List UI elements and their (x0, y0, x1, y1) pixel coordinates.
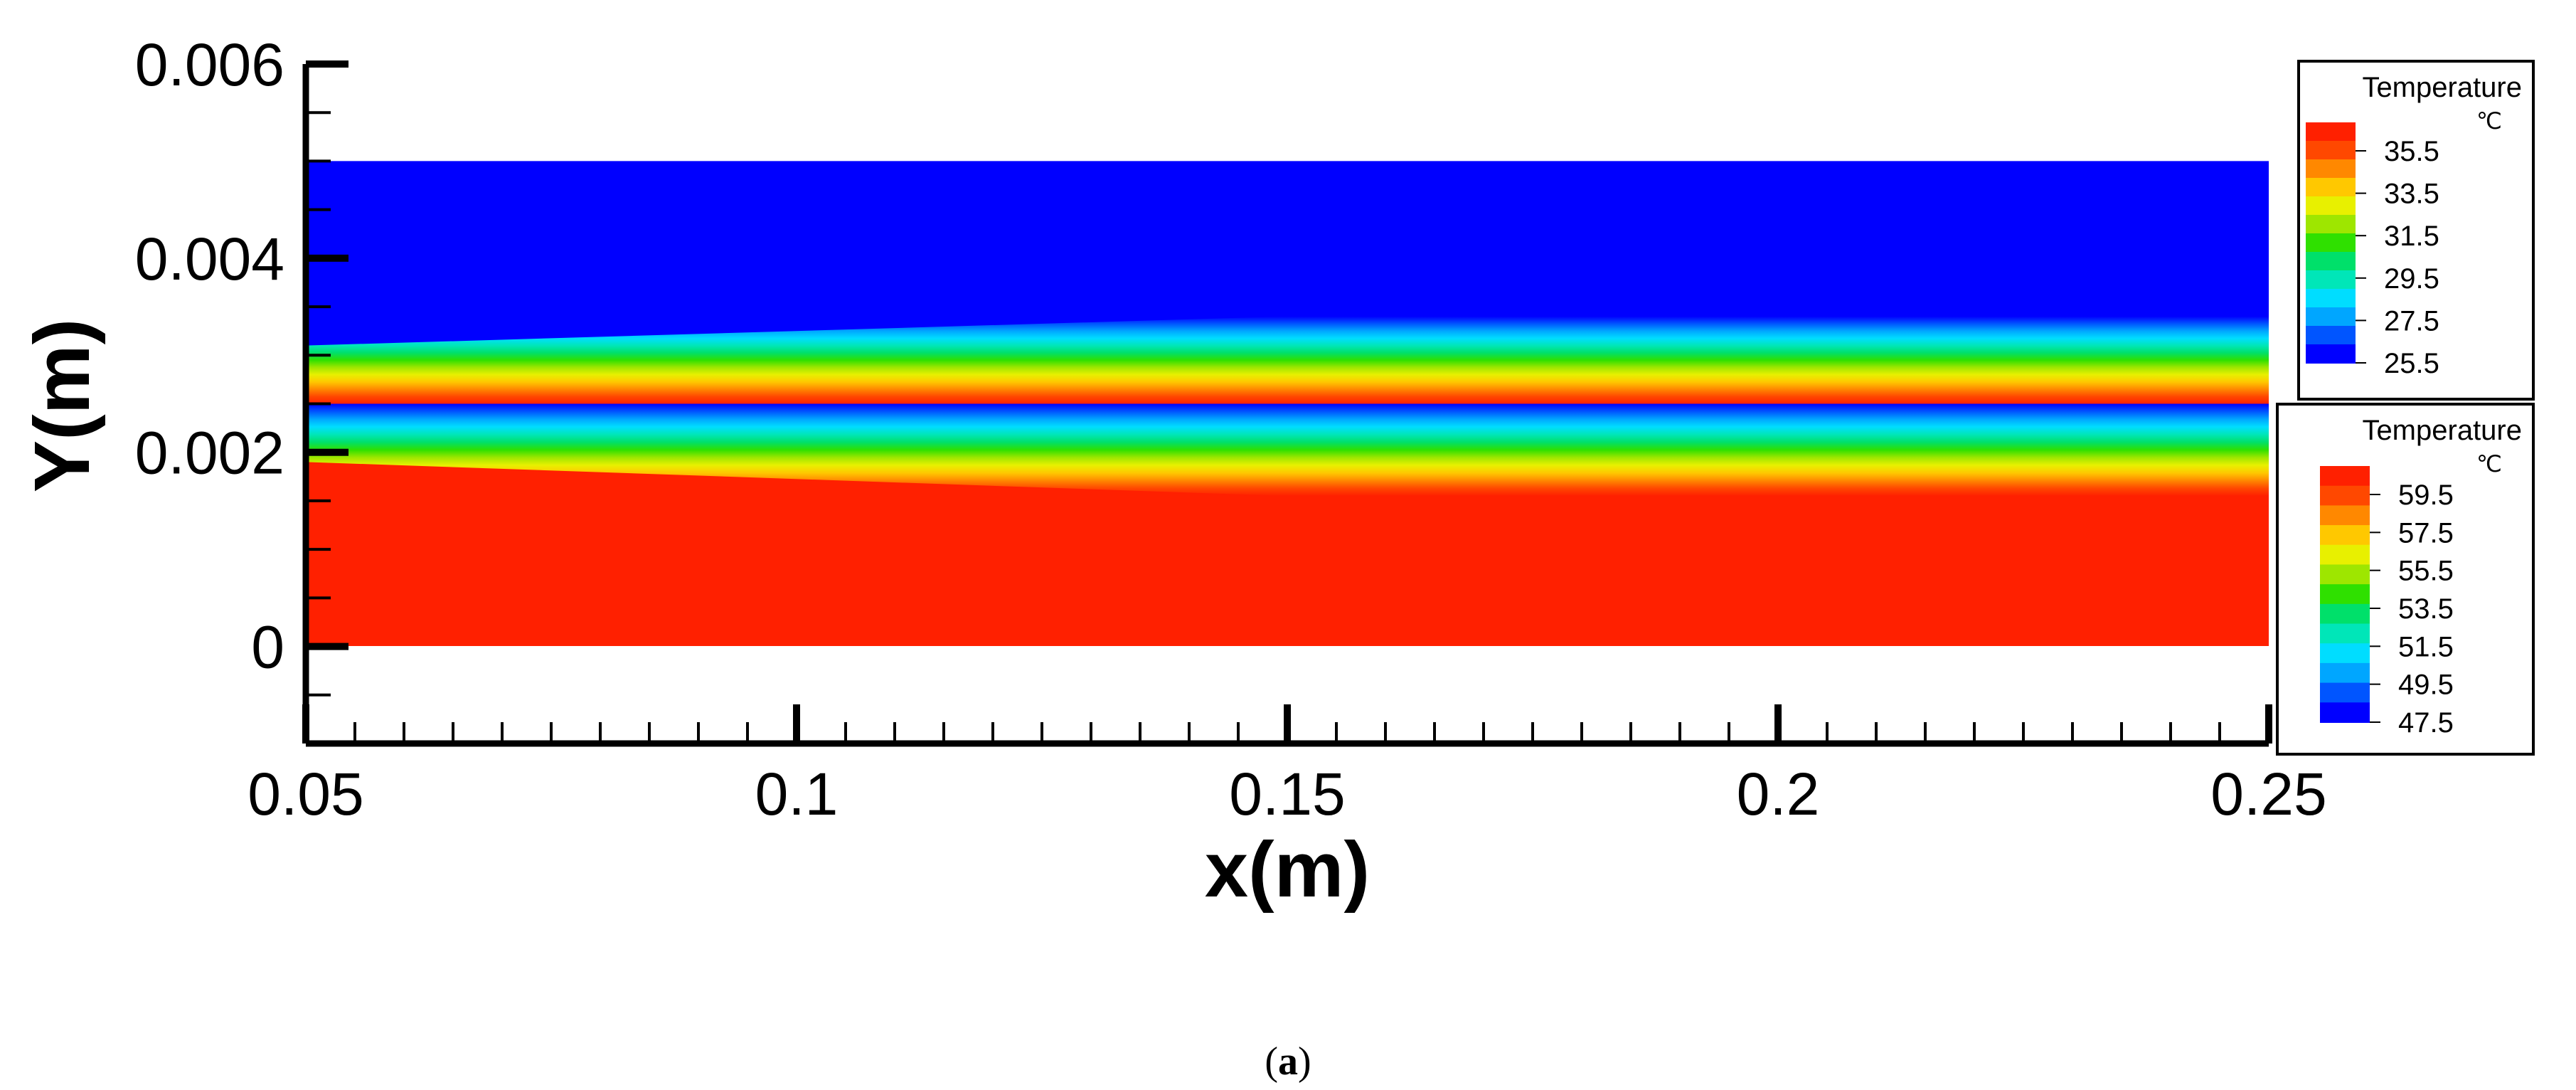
legend-title: Temperature (2362, 72, 2522, 103)
legend-swatch (2320, 702, 2370, 723)
temperature-legend-upper: Temperature ℃ 35.5 33.5 31.5 29.5 27.5 25.5 (2297, 60, 2535, 401)
legend-swatch (2320, 662, 2370, 684)
plot-area (306, 161, 2269, 646)
legend-label: 25.5 (2384, 348, 2439, 379)
legend-swatch (2306, 326, 2356, 345)
legend-swatch (2320, 682, 2370, 704)
x-tick-label: 0.1 (755, 761, 839, 827)
legend-swatch (2320, 584, 2370, 605)
legend-swatch (2306, 307, 2356, 327)
legend-label: 57.5 (2398, 517, 2454, 549)
legend-swatch (2320, 505, 2370, 527)
legend-swatch (2306, 215, 2356, 234)
axes: 0.05 0.1 0.15 0.2 0.25 0 0.002 0.004 0.006 (135, 31, 2327, 827)
legend-swatch (2306, 159, 2356, 179)
x-axis-label: x(m) (1205, 826, 1370, 914)
legend-swatch (2306, 270, 2356, 290)
legend-swatch (2320, 525, 2370, 546)
figure-caption: (a) (1265, 1039, 1311, 1084)
x-tick-label: 0.15 (1229, 761, 1346, 827)
legend-swatch (2306, 141, 2356, 160)
x-tick-label: 0.2 (1737, 761, 1820, 827)
legend-swatch (2320, 466, 2370, 487)
legend-swatch (2320, 485, 2370, 507)
legend-swatch (2306, 122, 2356, 142)
legend-label: 35.5 (2384, 136, 2439, 167)
legend-label: 53.5 (2398, 593, 2454, 625)
legend-label: 51.5 (2398, 631, 2454, 662)
y-tick-label: 0.004 (135, 226, 284, 292)
x-tick-label: 0.25 (2210, 761, 2327, 827)
temperature-legend-lower: Temperature ℃ 59.5 57.5 55.5 53.5 51.5 49.5 47.5 (2276, 403, 2535, 756)
y-tick-label: 0.006 (135, 31, 284, 98)
legend-swatch (2320, 623, 2370, 645)
y-tick-label: 0.002 (135, 420, 284, 487)
legend-swatch (2306, 252, 2356, 271)
legend-swatch (2320, 544, 2370, 566)
lower-thermal-band (306, 403, 2269, 530)
legend-label: 59.5 (2398, 480, 2454, 511)
legend-label: 55.5 (2398, 556, 2454, 587)
x-tick-label: 0.05 (248, 761, 364, 827)
legend-swatch (2306, 196, 2356, 216)
legend-swatch (2320, 643, 2370, 664)
legend-swatch (2320, 564, 2370, 586)
legend-title: Temperature (2362, 415, 2522, 446)
legend-swatch (2306, 233, 2356, 253)
legend-label: 47.5 (2398, 707, 2454, 739)
legend-label: 27.5 (2384, 305, 2439, 337)
legend-swatch (2306, 344, 2356, 364)
legend-swatch (2320, 603, 2370, 625)
legend-label: 31.5 (2384, 221, 2439, 252)
legend-swatch (2306, 178, 2356, 197)
caption-letter: a (1278, 1039, 1298, 1084)
y-axis-label: Y(m) (18, 319, 106, 492)
legend-label: 49.5 (2398, 670, 2454, 701)
legend-label: 29.5 (2384, 263, 2439, 295)
legend-unit: ℃ (2476, 451, 2502, 477)
legend-label: 33.5 (2384, 179, 2439, 210)
y-tick-label: 0 (251, 614, 284, 681)
upper-thermal-band (306, 287, 2269, 404)
legend-unit: ℃ (2476, 108, 2502, 134)
legend-swatch (2306, 289, 2356, 308)
